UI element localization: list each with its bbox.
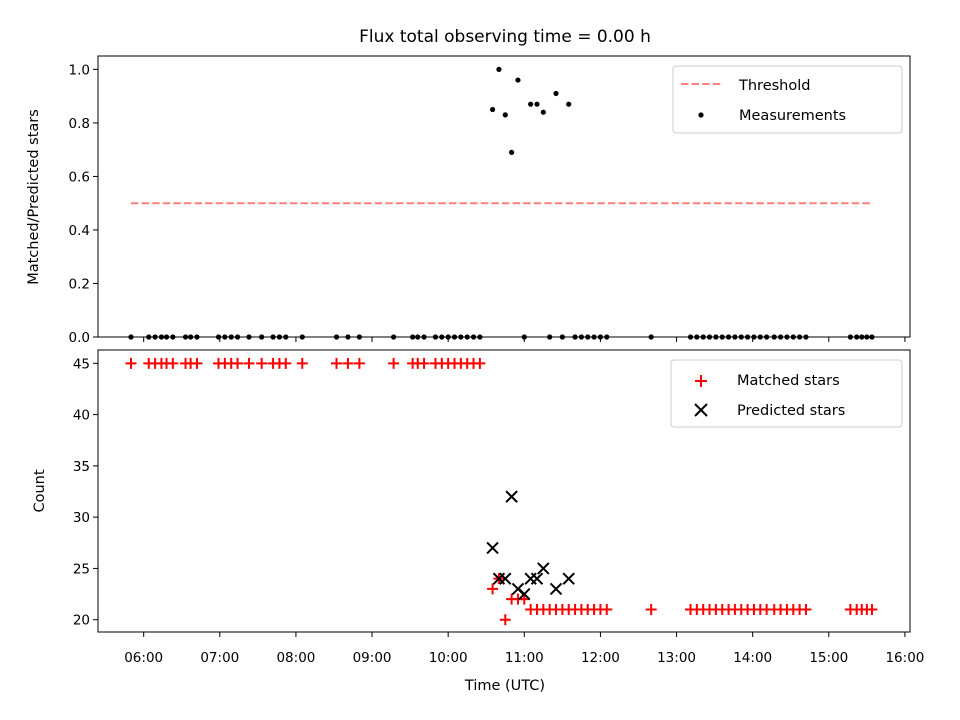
matched-star-marker — [499, 614, 511, 626]
matched-star-marker — [296, 357, 308, 369]
measurement-point — [515, 77, 521, 83]
matched-star-marker — [125, 357, 137, 369]
x-tick-label: 08:00 — [276, 650, 315, 666]
predicted-legend-label: Predicted stars — [737, 403, 845, 419]
count-legend: Matched stars Predicted stars — [670, 359, 903, 428]
matched-legend-marker — [695, 375, 707, 387]
measurement-point — [540, 109, 546, 115]
matched-star-marker — [353, 357, 365, 369]
measurement-point — [496, 66, 502, 72]
count-y-tick-label: 45 — [73, 356, 90, 372]
measurement-point — [509, 149, 515, 155]
matched-star-marker — [342, 357, 354, 369]
count-y-tick-label: 35 — [73, 459, 90, 475]
matched-star-marker — [866, 603, 878, 615]
matched-star-marker — [418, 357, 430, 369]
predicted-star-marker — [518, 587, 531, 601]
matched-star-marker — [243, 357, 255, 369]
measurements-legend-label: Measurements — [739, 108, 846, 124]
predicted-star-marker — [537, 562, 550, 575]
measurement-point — [528, 101, 534, 107]
count-panel-frame — [97, 349, 911, 633]
x-tick-label: 12:00 — [581, 650, 620, 666]
count-y-tick-label: 20 — [73, 613, 90, 629]
ratio-y-tick-label: 0.0 — [69, 330, 90, 346]
x-axis-label: Time (UTC) — [464, 678, 545, 694]
measurement-point — [553, 90, 559, 97]
matched-star-marker — [474, 357, 486, 369]
count-y-tick-label: 30 — [73, 510, 90, 526]
x-tick-label: 14:00 — [733, 650, 772, 666]
measurements-legend-marker — [698, 112, 704, 118]
matched-star-marker — [487, 583, 499, 595]
count-panel: 20 25 30 35 40 45 06:00 07:00 08:00 09:00 10:00 11… — [32, 349, 924, 694]
x-tick-label: 09:00 — [353, 650, 392, 666]
x-tick-label: 10:00 — [429, 650, 468, 666]
ratio-legend-box — [672, 65, 903, 134]
predicted-star-marker — [530, 572, 544, 585]
x-tick-label: 13:00 — [657, 650, 696, 666]
matched-star-marker — [645, 603, 657, 615]
ratio-y-tick-label: 0.2 — [69, 276, 90, 292]
ratio-y-ticks: 0.0 0.2 0.4 0.6 0.8 1.0 — [69, 62, 98, 346]
predicted-legend-marker — [694, 403, 708, 417]
predicted-star-marker — [562, 572, 575, 585]
matched-star-marker — [191, 357, 203, 369]
matched-star-marker — [256, 357, 268, 369]
matched-star-marker — [601, 603, 613, 615]
matched-star-marker — [167, 357, 179, 369]
matched-star-marker — [800, 603, 812, 615]
ratio-x-ticks — [143, 337, 906, 342]
count-y-tick-label: 40 — [73, 408, 90, 424]
ratio-y-tick-label: 0.8 — [69, 116, 90, 132]
x-tick-label: 15:00 — [809, 650, 848, 666]
chart-title: Flux total observing time = 0.00 h — [359, 27, 651, 47]
predicted-star-marker — [505, 490, 518, 503]
count-y-label: Count — [32, 469, 48, 512]
measurement-point — [534, 101, 540, 107]
ratio-panel-frame — [97, 55, 911, 338]
count-x-ticks: 06:00 07:00 08:00 09:00 10:00 11:00 12:00 13:00… — [124, 632, 924, 666]
ratio-y-label: Matched/Predicted stars — [26, 109, 42, 285]
matched-star-marker — [518, 593, 530, 605]
ratio-y-tick-label: 1.0 — [69, 62, 90, 78]
matched-legend-label: Matched stars — [737, 373, 840, 389]
count-plot-area — [125, 357, 878, 626]
measurement-point — [566, 101, 572, 107]
count-legend-box — [670, 359, 903, 428]
predicted-star-marker — [549, 582, 563, 596]
x-tick-label: 11:00 — [505, 650, 544, 666]
matched-star-marker — [331, 357, 343, 369]
x-tick-label: 06:00 — [124, 650, 163, 666]
count-y-tick-label: 25 — [73, 561, 90, 577]
ratio-panel: 0.0 0.2 0.4 0.6 0.8 1.0 Matched/Predicted sta… — [26, 55, 911, 346]
x-tick-label: 07:00 — [200, 650, 239, 666]
threshold-legend-label: Threshold — [738, 78, 810, 94]
ratio-y-tick-label: 0.6 — [69, 169, 90, 185]
matched-star-marker — [388, 357, 400, 369]
measurement-point — [489, 106, 496, 113]
x-tick-label: 16:00 — [885, 650, 924, 666]
measurement-point — [502, 112, 508, 118]
matched-star-marker — [280, 357, 292, 369]
matched-star-marker — [232, 357, 244, 369]
ratio-y-tick-label: 0.4 — [69, 223, 90, 239]
predicted-star-marker — [486, 541, 499, 555]
ratio-legend: Threshold Measurements — [672, 65, 903, 134]
predicted-star-marker — [499, 572, 512, 585]
count-y-ticks: 20 25 30 35 40 45 — [73, 356, 98, 629]
